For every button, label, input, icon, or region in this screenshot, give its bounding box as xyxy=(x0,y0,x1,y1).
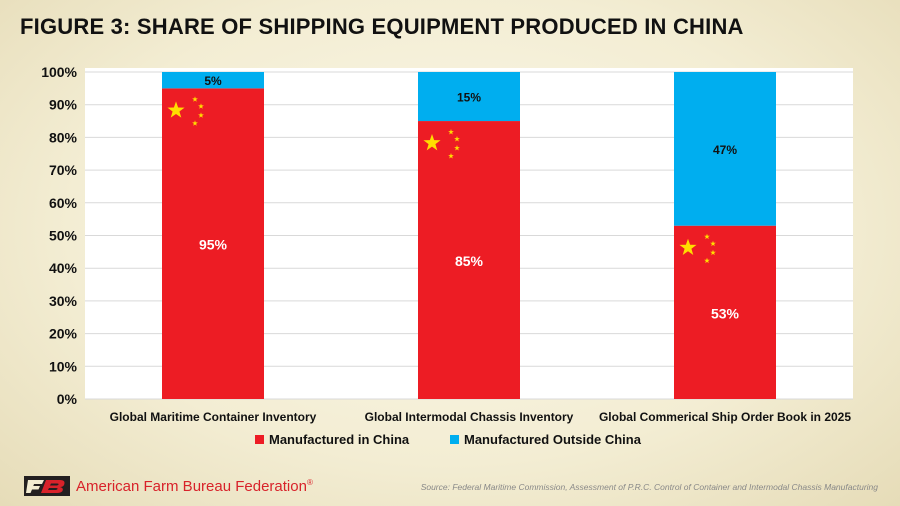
china-flag-small-star-icon xyxy=(198,103,204,109)
y-tick-label: 10% xyxy=(49,358,78,374)
china-flag-small-star-icon xyxy=(454,136,460,142)
china-flag-small-star-icon xyxy=(448,129,454,135)
china-flag-small-star-icon xyxy=(448,153,454,159)
x-category-label: Global Intermodal Chassis Inventory xyxy=(365,410,574,424)
china-flag-big-star-icon xyxy=(679,238,697,255)
y-tick-label: 20% xyxy=(49,326,78,342)
bar-manufactured-in-china xyxy=(418,121,520,400)
afbf-logo-icon xyxy=(24,476,70,496)
legend-label-outside: Manufactured Outside China xyxy=(464,432,642,447)
y-tick-label: 40% xyxy=(49,260,78,276)
china-flag-small-star-icon xyxy=(198,112,204,118)
legend-swatch-china xyxy=(255,435,264,444)
y-tick-label: 0% xyxy=(57,391,78,407)
x-category-label: Global Maritime Container Inventory xyxy=(110,410,317,424)
data-label-china: 85% xyxy=(455,253,484,269)
legend-label-china: Manufactured in China xyxy=(269,432,410,447)
y-tick-label: 30% xyxy=(49,293,78,309)
china-flag-small-star-icon xyxy=(704,233,710,240)
y-tick-label: 50% xyxy=(49,228,78,244)
source-note: Source: Federal Maritime Commission, Ass… xyxy=(420,482,878,492)
china-flag-big-star-icon xyxy=(423,134,441,151)
data-label-china: 53% xyxy=(711,305,740,321)
china-flag-small-star-icon xyxy=(704,257,710,264)
y-tick-label: 80% xyxy=(49,129,78,145)
chart-title: FIGURE 3: SHARE OF SHIPPING EQUIPMENT PR… xyxy=(20,14,744,39)
legend-swatch-outside xyxy=(450,435,459,444)
stacked-bar-chart: 0% 10% 20% 30% 40% 50% 60% 70% 80% 90% 100% 95% 5% Gl… xyxy=(41,64,853,447)
bar-manufactured-outside-china xyxy=(418,72,520,122)
data-label-outside: 15% xyxy=(457,91,481,105)
data-label-china: 95% xyxy=(199,237,228,253)
bar-manufactured-outside-china xyxy=(162,72,264,89)
x-category-label: Global Commerical Ship Order Book in 202… xyxy=(599,410,851,424)
data-label-outside: 47% xyxy=(713,143,737,157)
bar-manufactured-in-china xyxy=(674,225,776,399)
data-label-outside: 5% xyxy=(204,74,222,88)
china-flag-small-star-icon xyxy=(710,240,716,247)
y-tick-label: 100% xyxy=(41,64,77,80)
bar-manufactured-outside-china xyxy=(674,72,776,226)
organization-name: American Farm Bureau Federation® xyxy=(76,478,313,495)
bar-manufactured-in-china xyxy=(162,88,264,399)
china-flag-small-star-icon xyxy=(454,145,460,151)
china-flag-small-star-icon xyxy=(192,120,198,126)
china-flag-small-star-icon xyxy=(192,96,198,102)
y-tick-label: 90% xyxy=(49,97,78,113)
china-flag-big-star-icon xyxy=(167,101,185,118)
china-flag-small-star-icon xyxy=(710,249,716,256)
y-tick-label: 60% xyxy=(49,195,78,211)
y-tick-label: 70% xyxy=(49,162,78,178)
